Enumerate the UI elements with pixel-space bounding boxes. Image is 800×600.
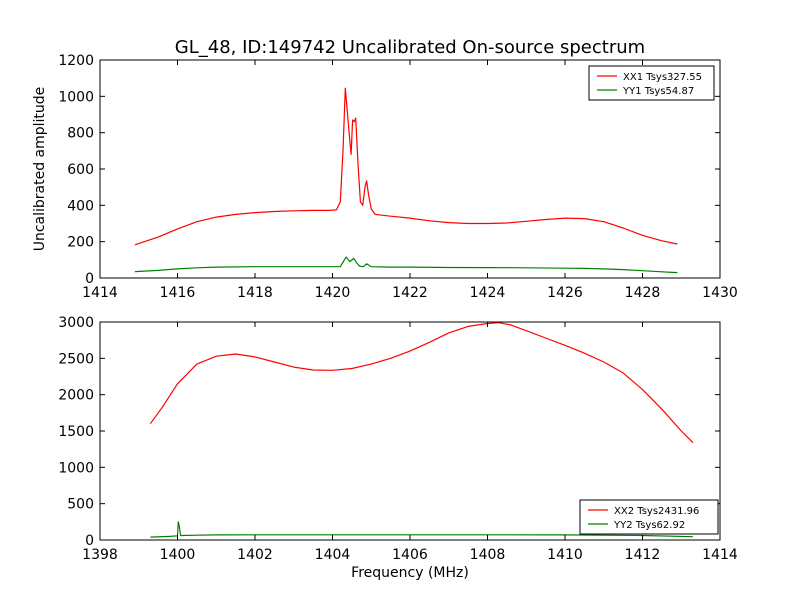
y-tick-label: 800: [67, 126, 94, 142]
y-tick-label: 3000: [58, 315, 94, 331]
y-tick-label: 600: [67, 162, 94, 178]
x-tick-label: 1428: [625, 285, 661, 301]
legend: XX2 Tsys2431.96 YY2 Tsys62.92: [579, 499, 719, 535]
legend-entry: XX2 Tsys2431.96: [614, 506, 699, 517]
x-axis-label: Frequency (MHz): [351, 565, 469, 581]
x-tick-label: 1406: [392, 547, 428, 563]
x-tick-label: 1430: [702, 285, 738, 301]
x-tick-label: 1412: [625, 547, 661, 563]
bottom-panel: 1398 1400 1402 1404 1406 1408 1410 1412 1414 0 500…: [58, 315, 738, 581]
x-tick-label: 1410: [547, 547, 583, 563]
x-tick-label: 1402: [237, 547, 273, 563]
y-tick-label: 500: [67, 497, 94, 513]
y-tick-label: 200: [67, 235, 94, 251]
x-tick-label: 1414: [702, 547, 738, 563]
top-panel: 1414 1416 1418 1420 1422 1424 1426 1428 1430 0 200…: [32, 53, 738, 301]
figure-title: GL_48, ID:149742 Uncalibrated On-source …: [175, 37, 645, 58]
y-tick-label: 1500: [58, 424, 94, 440]
y-tick-label: 400: [67, 198, 94, 214]
y-tick-label: 1000: [58, 89, 94, 105]
y-tick-label: 2000: [58, 388, 94, 404]
x-tick-label: 1418: [237, 285, 273, 301]
y-tick-label: 2500: [58, 351, 94, 367]
x-tick-label: 1420: [315, 285, 351, 301]
x-tick-label: 1426: [547, 285, 583, 301]
series-line-yy-panel-1: [134, 256, 678, 274]
x-tick-label: 1422: [392, 285, 428, 301]
legend: XX1 Tsys327.55 YY1 Tsys54.87: [588, 65, 715, 101]
x-tick-label: 1400: [160, 547, 196, 563]
legend-box: [579, 499, 719, 535]
x-tick-label: 1424: [470, 285, 506, 301]
series-line-xx-panel-2: [149, 322, 694, 444]
series-line-yy-panel-2: [150, 521, 693, 538]
legend-entry: XX1 Tsys327.55: [623, 72, 702, 83]
x-tick-label: 1414: [82, 285, 118, 301]
y-tick-label: 1200: [58, 53, 94, 69]
y-tick-label: 0: [85, 533, 94, 549]
y-tick-label: 1000: [58, 460, 94, 476]
x-tick-label: 1398: [82, 547, 118, 563]
legend-box: [588, 65, 715, 101]
legend-entry: YY2 Tsys62.92: [613, 520, 685, 531]
series-line-xx-panel-1: [134, 87, 678, 246]
x-tick-label: 1404: [315, 547, 351, 563]
x-tick-label: 1408: [470, 547, 506, 563]
legend-entry: YY1 Tsys54.87: [622, 86, 694, 97]
y-axis-label: Uncalibrated amplitude: [32, 87, 48, 252]
x-tick-label: 1416: [160, 285, 196, 301]
y-tick-label: 0: [85, 271, 94, 287]
